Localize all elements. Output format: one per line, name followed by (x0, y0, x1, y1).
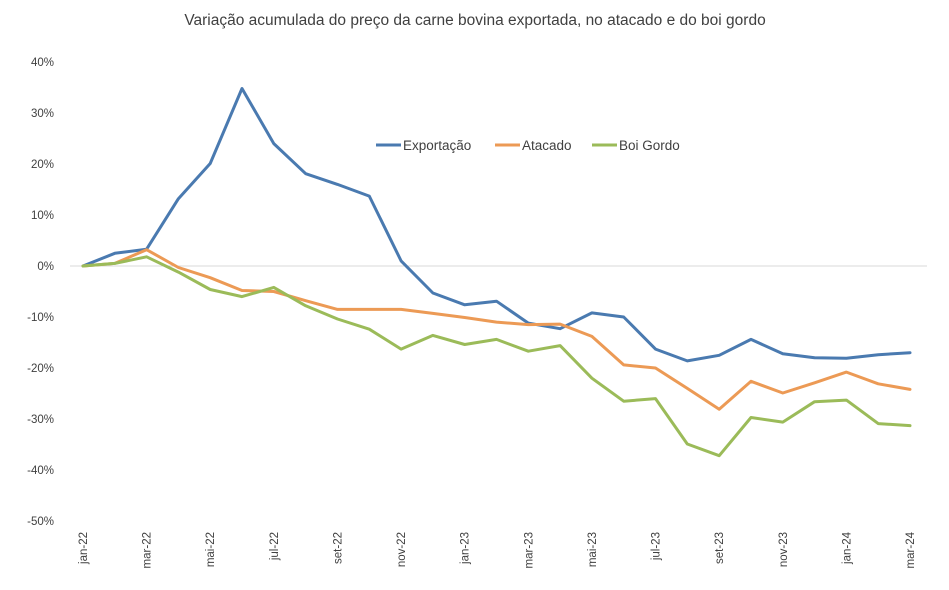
x-axis: jan-22 mar-22 mai-22 jul-22 set-22 nov-22 jan-… (78, 531, 917, 568)
y-tick-label: -20% (27, 363, 54, 375)
y-axis: 40% 30% 20% 10% 0% -10% -20% -30% -40% -50% (27, 57, 927, 528)
x-tick-label: mai-22 (205, 532, 217, 567)
y-tick-label: 40% (31, 57, 54, 69)
x-tick-label: jan-24 (841, 531, 853, 565)
legend-label: Boi Gordo (619, 138, 680, 153)
y-tick-label: -30% (27, 414, 54, 426)
x-tick-label: jan-22 (78, 532, 90, 565)
x-tick-label: jul-22 (269, 532, 281, 561)
y-tick-label: 30% (31, 108, 54, 120)
legend-label: Exportação (403, 138, 471, 153)
y-tick-label: 0% (37, 261, 54, 273)
x-tick-label: jan-23 (460, 532, 472, 565)
x-tick-label: mar-23 (523, 532, 535, 568)
y-tick-label: -10% (27, 312, 54, 324)
x-tick-label: set-22 (332, 532, 344, 564)
y-tick-label: 10% (31, 210, 54, 222)
x-tick-label: mar-22 (142, 532, 154, 568)
x-tick-label: mar-24 (905, 531, 917, 568)
legend-label: Atacado (522, 138, 572, 153)
series-lines (81, 87, 912, 458)
x-tick-label: nov-22 (396, 532, 408, 567)
series-line-atacado (81, 248, 912, 411)
x-tick-label: jul-23 (651, 532, 663, 561)
legend: Exportação Atacado Boi Gordo (376, 138, 680, 153)
y-tick-label: 20% (31, 159, 54, 171)
x-tick-label: set-23 (714, 532, 726, 564)
x-tick-label: mai-23 (587, 532, 599, 567)
y-tick-label: -40% (27, 465, 54, 477)
x-tick-label: nov-23 (778, 532, 790, 567)
series-line-exportação (81, 87, 912, 363)
chart-title: Variação acumulada do preço da carne bov… (184, 12, 765, 29)
y-tick-label: -50% (27, 516, 54, 528)
series-line-boi-gordo (81, 255, 912, 458)
